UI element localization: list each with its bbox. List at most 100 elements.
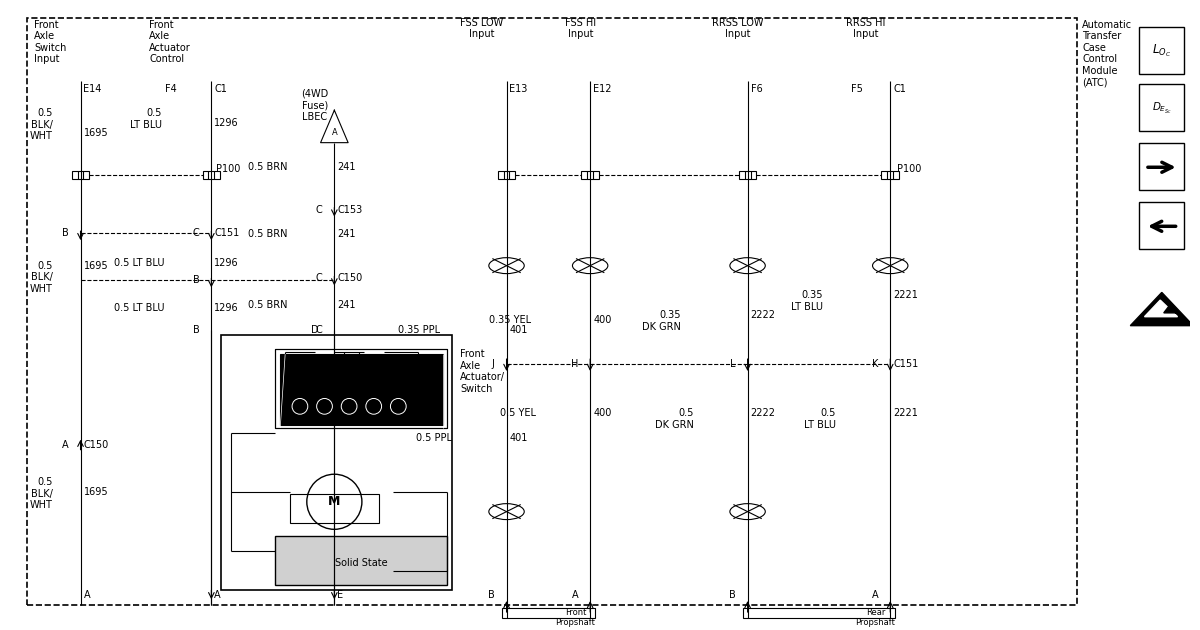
Text: Automatic
Transfer
Case
Control
Module
(ATC): Automatic Transfer Case Control Module (…	[1082, 20, 1133, 88]
Text: L: L	[731, 359, 736, 369]
Text: D: D	[311, 324, 318, 335]
Bar	[275, 349, 448, 428]
Text: B: B	[193, 324, 199, 335]
Text: E14: E14	[84, 84, 102, 94]
Text: 0.5
BLK/
WHT: 0.5 BLK/ WHT	[30, 108, 53, 141]
Text: 0.5
LT BLU: 0.5 LT BLU	[804, 408, 836, 430]
Text: C151: C151	[215, 228, 240, 238]
Bar	[739, 171, 756, 179]
Text: H: H	[571, 359, 578, 369]
Text: 1296: 1296	[215, 118, 239, 128]
Bar	[221, 335, 452, 590]
Text: E13: E13	[510, 84, 528, 94]
Text: 241: 241	[337, 229, 356, 239]
Text: 0.5 PPL: 0.5 PPL	[416, 433, 452, 443]
Bar	[1139, 142, 1184, 190]
Text: 1695: 1695	[84, 128, 108, 138]
Text: 401: 401	[510, 324, 528, 335]
Text: F4: F4	[166, 84, 176, 94]
Text: 0.5 BRN: 0.5 BRN	[247, 229, 287, 239]
Text: E: E	[337, 590, 343, 600]
Bar	[28, 18, 1078, 605]
Text: A: A	[84, 590, 90, 600]
Text: P100: P100	[898, 164, 922, 175]
Bar	[881, 171, 899, 179]
Text: 0.35 YEL: 0.35 YEL	[490, 315, 532, 325]
Text: 400: 400	[593, 315, 612, 325]
Text: 2222: 2222	[750, 310, 775, 320]
Text: $L_{O_C}$: $L_{O_C}$	[1152, 43, 1171, 59]
Text: C150: C150	[84, 440, 109, 450]
Polygon shape	[1164, 305, 1180, 313]
Text: 0.5 YEL: 0.5 YEL	[500, 408, 536, 418]
Text: 0.5
DK GRN: 0.5 DK GRN	[654, 408, 694, 430]
Text: Front
Axle
Actuator
Control: Front Axle Actuator Control	[149, 20, 191, 64]
Text: 401: 401	[510, 433, 528, 443]
Bar	[72, 171, 89, 179]
Bar	[743, 608, 895, 618]
Text: FSS HI
Input: FSS HI Input	[565, 18, 596, 39]
Bar	[281, 354, 443, 425]
Text: Front
Propshaft: Front Propshaft	[556, 608, 595, 627]
Text: A: A	[215, 590, 221, 600]
Text: C: C	[193, 228, 199, 238]
Text: 241: 241	[337, 163, 356, 173]
Text: 1296: 1296	[215, 258, 239, 268]
Text: C: C	[316, 273, 323, 284]
Bar	[502, 608, 595, 618]
Text: B: B	[730, 590, 736, 600]
Text: 0.35
LT BLU: 0.35 LT BLU	[791, 290, 823, 312]
Text: C1: C1	[215, 84, 227, 94]
Text: 0.35
DK GRN: 0.35 DK GRN	[642, 310, 680, 331]
Bar	[1139, 84, 1184, 131]
Text: 1296: 1296	[215, 303, 239, 313]
Text: 1695: 1695	[84, 487, 108, 497]
Text: B: B	[193, 275, 199, 285]
Text: 0.5 BRN: 0.5 BRN	[247, 300, 287, 310]
Text: C1: C1	[893, 84, 906, 94]
Text: Solid State: Solid State	[335, 558, 388, 568]
Text: 2221: 2221	[893, 408, 918, 418]
Polygon shape	[320, 110, 348, 142]
Bar	[581, 171, 599, 179]
Text: P100: P100	[216, 164, 241, 175]
Bar	[498, 171, 515, 179]
Text: K: K	[872, 359, 878, 369]
Text: F6: F6	[750, 84, 762, 94]
Text: 0.5 LT BLU: 0.5 LT BLU	[114, 303, 164, 313]
Text: 1695: 1695	[84, 261, 108, 271]
Bar	[275, 536, 448, 585]
Text: J: J	[492, 359, 494, 369]
Text: A: A	[571, 590, 578, 600]
Text: C: C	[316, 205, 323, 215]
Text: A: A	[331, 129, 337, 137]
Bar	[1139, 26, 1184, 74]
Bar	[290, 494, 379, 524]
Text: 0.5
LT BLU: 0.5 LT BLU	[130, 108, 162, 130]
Text: Front
Axle
Switch
Input: Front Axle Switch Input	[35, 20, 67, 64]
Text: 0.35 PPL: 0.35 PPL	[397, 324, 439, 335]
Text: B: B	[62, 228, 68, 238]
Polygon shape	[1130, 292, 1193, 326]
Text: 0.5
BLK/
WHT: 0.5 BLK/ WHT	[30, 261, 53, 294]
Text: Front
Axle
Actuator/
Switch: Front Axle Actuator/ Switch	[461, 349, 505, 394]
Text: F5: F5	[851, 84, 863, 94]
Polygon shape	[1145, 300, 1177, 317]
Text: E12: E12	[593, 84, 612, 94]
Text: 2221: 2221	[893, 290, 918, 301]
Text: C151: C151	[893, 359, 918, 369]
Text: 241: 241	[337, 300, 356, 310]
Text: A: A	[62, 440, 68, 450]
Text: M: M	[328, 495, 341, 508]
Text: RRSS HI
Input: RRSS HI Input	[846, 18, 886, 39]
Text: C153: C153	[337, 205, 362, 215]
Text: Rear
Propshaft: Rear Propshaft	[856, 608, 895, 627]
Bar	[275, 349, 448, 428]
Text: $D_{E_{S_C}}$: $D_{E_{S_C}}$	[1152, 100, 1172, 116]
Text: C: C	[316, 324, 323, 335]
Text: B: B	[488, 590, 494, 600]
Text: A: A	[872, 590, 878, 600]
Text: 2222: 2222	[750, 408, 775, 418]
Text: 0.5 BRN: 0.5 BRN	[247, 163, 287, 173]
Text: RRSS LOW
Input: RRSS LOW Input	[712, 18, 763, 39]
